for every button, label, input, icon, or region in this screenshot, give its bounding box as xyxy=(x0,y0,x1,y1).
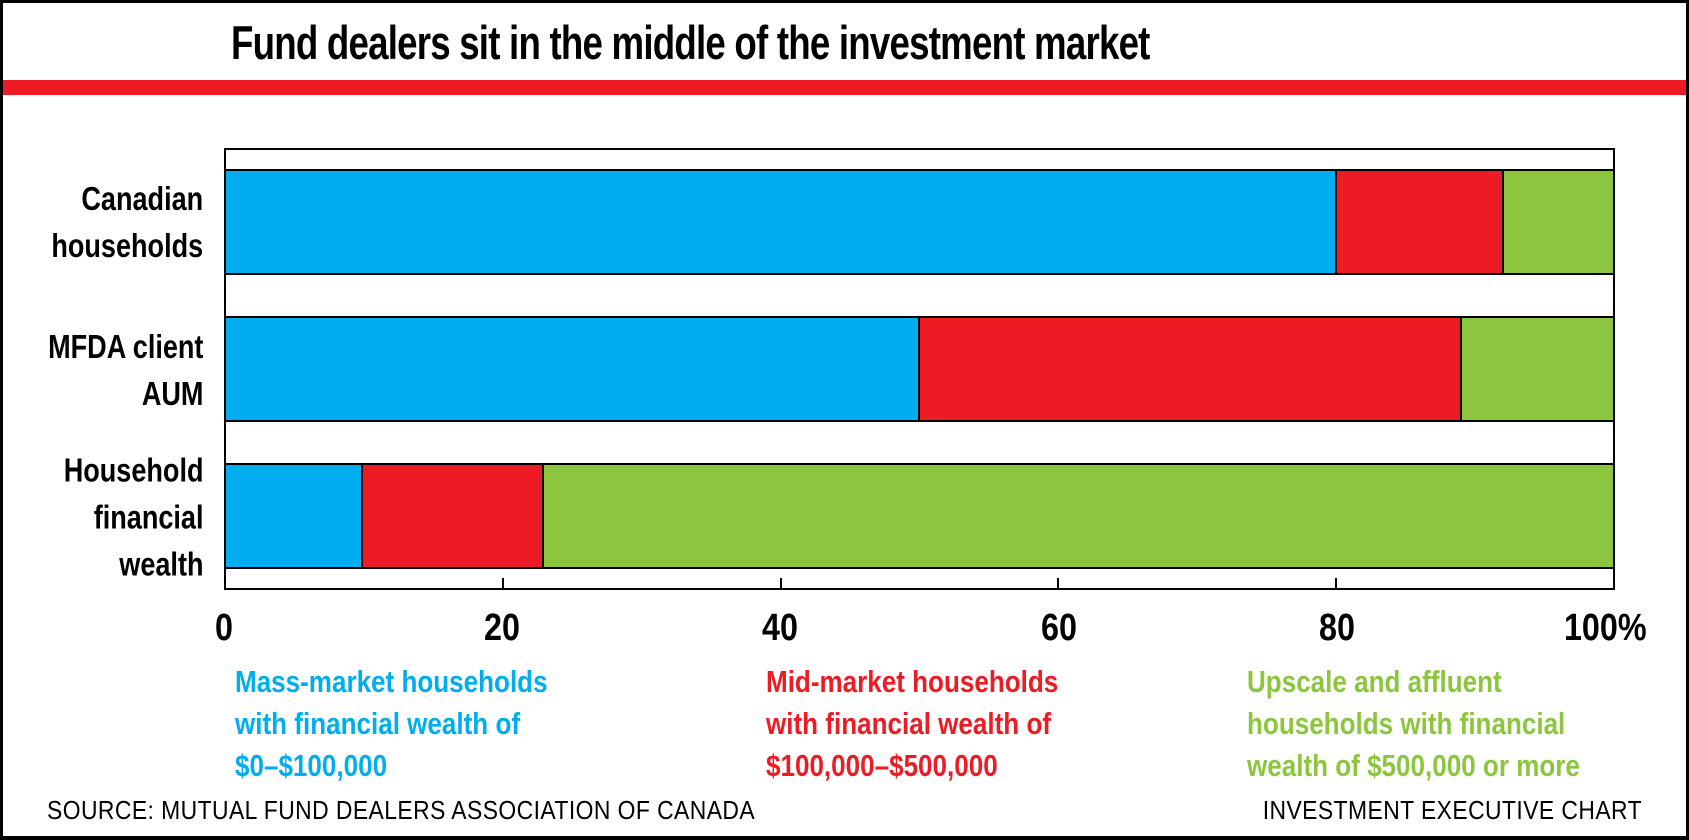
bar-mfda-client-aum xyxy=(224,316,1615,422)
bar-segment-canadian-households-mass-market xyxy=(224,169,1337,275)
bar-segment-canadian-households-mid-market xyxy=(1336,169,1504,275)
chart-title: Fund dealers sit in the middle of the in… xyxy=(231,16,1150,69)
footer-credit: INVESTMENT EXECUTIVE CHART xyxy=(1262,795,1642,825)
row-label-mfda-client-aum: MFDA client AUM xyxy=(47,328,203,412)
x-axis-label-100: 100% xyxy=(1563,607,1647,649)
footer-source: SOURCE: MUTUAL FUND DEALERS ASSOCIATION … xyxy=(47,795,756,825)
bar-household-financial-wealth xyxy=(224,463,1615,569)
bar-segment-household-financial-wealth-mass-market xyxy=(224,463,364,569)
x-axis-tick-40 xyxy=(779,578,782,588)
plot-area xyxy=(224,148,1615,590)
x-axis-tick-80 xyxy=(1334,578,1337,588)
title-accent-stripe xyxy=(3,80,1686,95)
x-axis-tick-20 xyxy=(502,578,505,588)
x-axis-label-40: 40 xyxy=(762,607,799,649)
bar-canadian-households xyxy=(224,169,1615,275)
legend-item-upscale-affluent: Upscale and affluent households with fin… xyxy=(1247,664,1580,783)
bar-segment-household-financial-wealth-mid-market xyxy=(363,463,544,569)
bar-segment-mfda-client-aum-mass-market xyxy=(224,316,920,422)
x-axis-label-0: 0 xyxy=(215,607,233,649)
x-axis-label-20: 20 xyxy=(484,607,521,649)
bar-segment-mfda-client-aum-upscale xyxy=(1461,316,1615,422)
bar-segment-mfda-client-aum-mid-market xyxy=(919,316,1462,422)
legend-item-mass-market: Mass-market households with financial we… xyxy=(235,664,548,783)
bar-segment-canadian-households-upscale xyxy=(1503,169,1615,275)
legend-item-mid-market: Mid-market households with financial wea… xyxy=(766,664,1059,783)
x-axis-label-80: 80 xyxy=(1318,607,1355,649)
x-axis-tick-60 xyxy=(1057,578,1060,588)
x-axis: 0 20 40 60 80 100% xyxy=(215,607,1647,655)
row-label-canadian-households: Canadian households xyxy=(51,180,203,264)
row-label-household-financial-wealth: Household financial wealth xyxy=(63,451,203,583)
bar-segment-household-financial-wealth-upscale xyxy=(543,463,1615,569)
x-axis-label-60: 60 xyxy=(1040,607,1077,649)
